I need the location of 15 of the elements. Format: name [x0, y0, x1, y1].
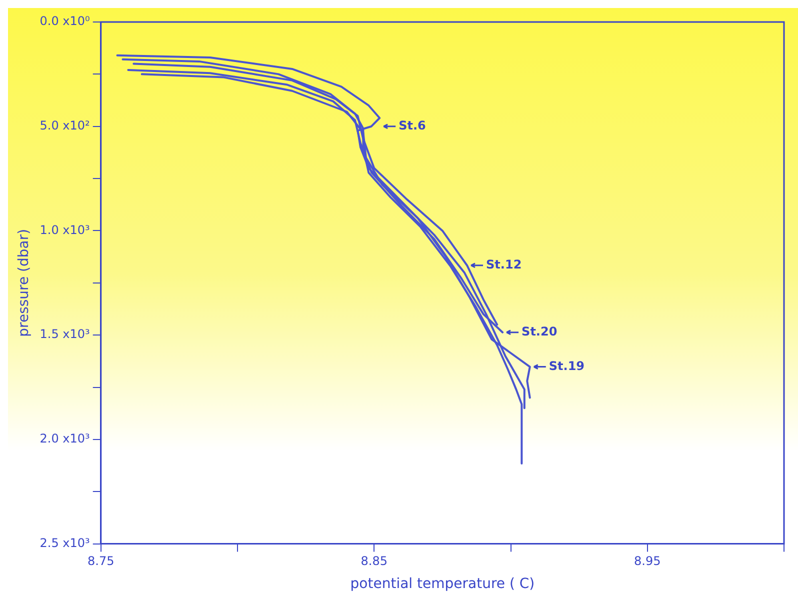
y-tick-label: 1.5 x10³ [40, 327, 90, 342]
y-tick-label: 2.5 x10³ [40, 536, 90, 550]
y-tick-label: 1.0 x10³ [40, 222, 90, 237]
y-tick-label: 0.0 x10⁰ [40, 14, 90, 28]
x-tick-label: 8.75 [88, 554, 114, 568]
annotation: St.19 [548, 358, 585, 373]
annotation: St.6 [398, 118, 426, 132]
x-axis-title: potential temperature ( C) [350, 576, 535, 592]
x-tick-label: 8.85 [360, 554, 388, 568]
annotation: St.20 [522, 324, 558, 338]
y-axis-title: pressure (dbar) [16, 228, 32, 337]
y-tick-label: 5.0 x10² [40, 118, 90, 132]
y-tick-label: 2.0 x10³ [40, 432, 90, 446]
x-tick-label: 8.95 [634, 554, 661, 568]
annotation: St.12 [486, 257, 522, 272]
